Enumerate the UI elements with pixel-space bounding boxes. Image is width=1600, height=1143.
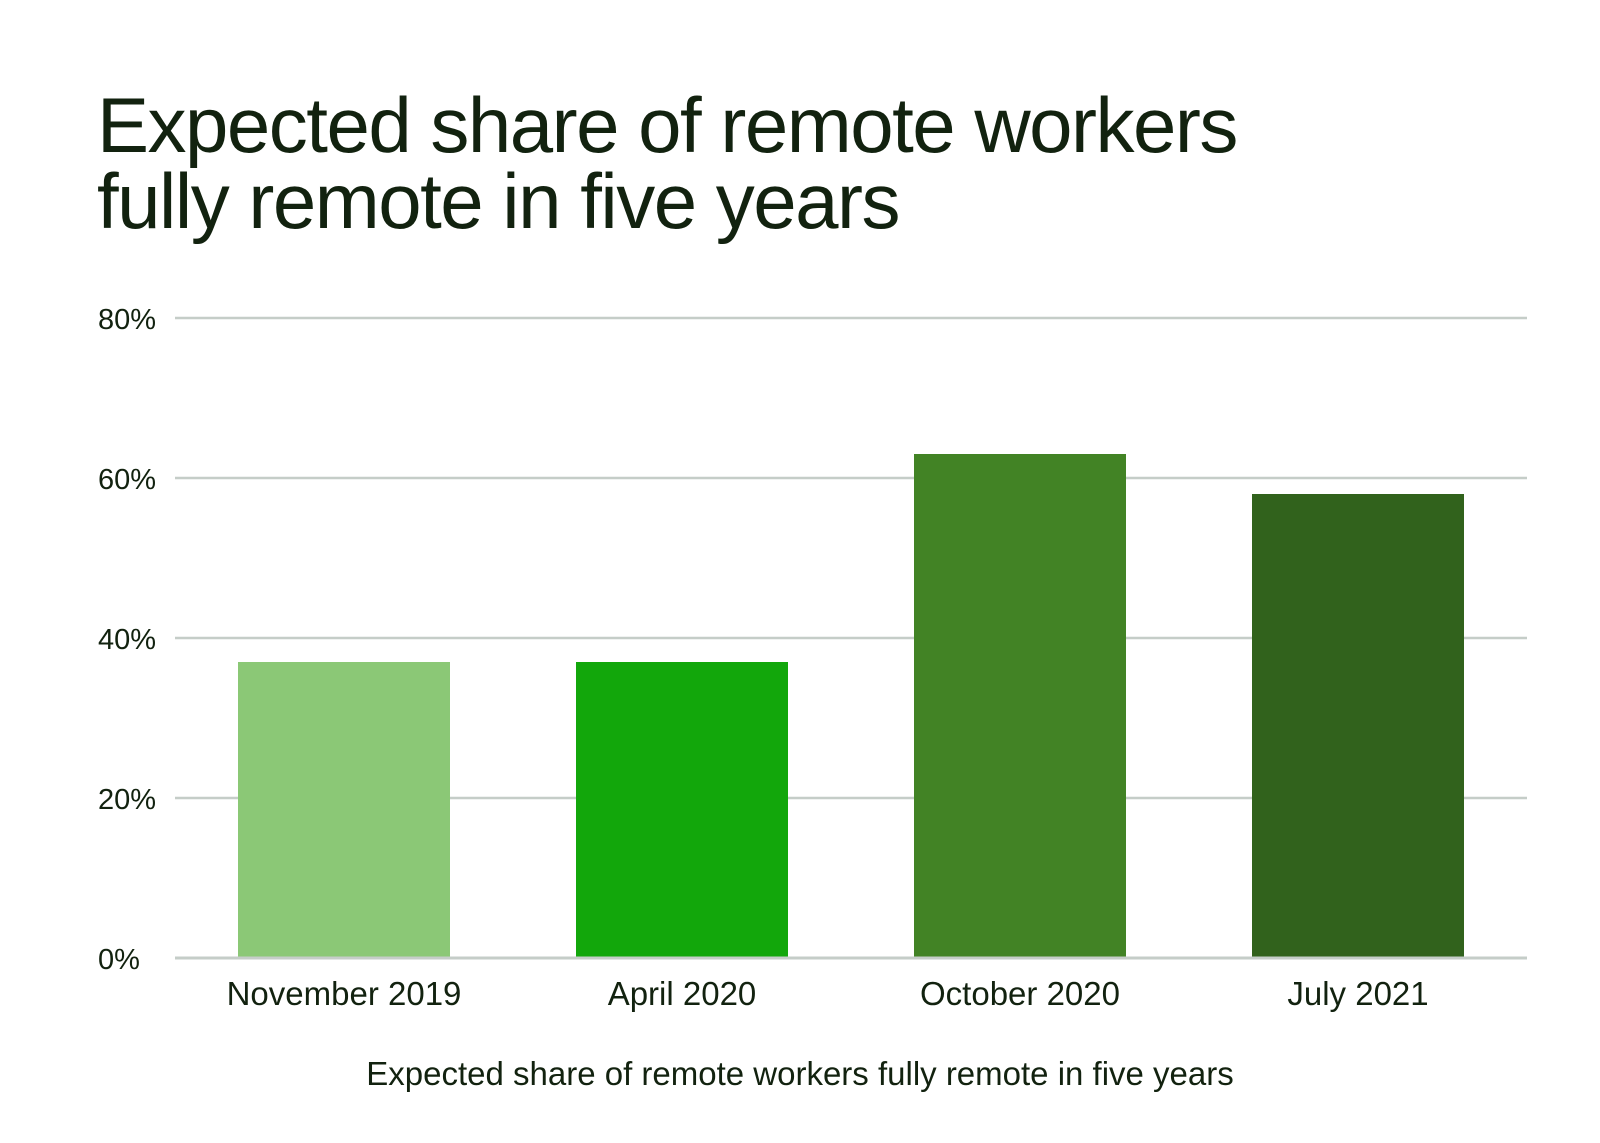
x-axis-label: Expected share of remote workers fully r… bbox=[366, 1055, 1234, 1092]
x-category-label: April 2020 bbox=[608, 975, 757, 1012]
y-tick-label: 80% bbox=[98, 304, 156, 336]
bar bbox=[238, 662, 450, 957]
bar bbox=[914, 454, 1126, 957]
y-tick-label: 20% bbox=[98, 784, 156, 816]
y-tick-label: 60% bbox=[98, 464, 156, 496]
bar bbox=[1252, 494, 1464, 957]
bars bbox=[238, 454, 1464, 957]
x-axis-category-labels: November 2019 April 2020 October 2020 July … bbox=[227, 975, 1429, 1012]
bar bbox=[576, 662, 788, 957]
x-category-label: November 2019 bbox=[227, 975, 462, 1012]
chart-title-line-2: fully remote in five years bbox=[97, 157, 900, 245]
chart-title-line-1: Expected share of remote workers bbox=[97, 81, 1238, 169]
y-axis-tick-labels: 0% 20% 40% 60% 80% bbox=[98, 304, 156, 976]
x-category-label: October 2020 bbox=[920, 975, 1120, 1012]
y-tick-label: 40% bbox=[98, 624, 156, 656]
y-tick-label: 0% bbox=[98, 944, 140, 976]
x-category-label: July 2021 bbox=[1287, 975, 1428, 1012]
